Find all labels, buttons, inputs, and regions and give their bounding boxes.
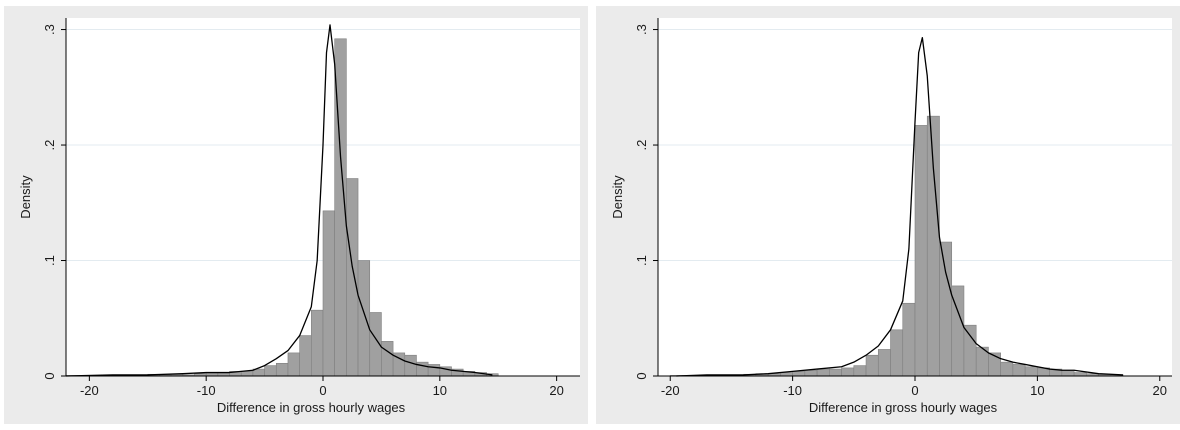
x-tick-label: 0	[319, 383, 326, 398]
histogram-panel-right: 0 .1 .2 .3 -20 -10 0 10 20 Difference in gross ho…	[596, 6, 1180, 424]
y-axis-title: Density	[610, 175, 625, 219]
histogram-bar	[1024, 366, 1038, 377]
x-tick-label: -20	[80, 383, 99, 398]
histogram-bar	[381, 341, 394, 377]
histogram-bar	[1012, 364, 1026, 377]
y-tick-label: .1	[42, 255, 57, 266]
histogram-bar	[792, 371, 806, 377]
x-tick-label: 20	[549, 383, 563, 398]
x-tick-label: 10	[1030, 383, 1044, 398]
density-line	[65, 24, 493, 377]
x-tick-label: 20	[1153, 383, 1167, 398]
histogram-bar	[865, 354, 879, 377]
histogram-bar	[780, 372, 793, 377]
histogram-bar	[804, 369, 818, 377]
histogram-bar	[275, 362, 289, 377]
histogram-bar	[404, 354, 417, 377]
x-axis-title: Difference in gross hourly wages	[809, 400, 998, 415]
y-tick-label: .3	[42, 24, 57, 35]
histogram-bar	[1073, 372, 1087, 377]
histogram-bar	[926, 115, 940, 377]
histogram-bar	[287, 352, 300, 377]
x-tick-label: 10	[433, 383, 447, 398]
x-tick-label: -10	[197, 383, 216, 398]
histogram-bar	[346, 178, 359, 377]
y-tick-label: .2	[42, 140, 57, 151]
histogram-bar	[890, 329, 904, 377]
histogram-panel-left: 0 .1 .2 .3 -20 -10 0 10 20 Difference in gross ho…	[4, 6, 588, 424]
x-tick-label: -10	[783, 383, 802, 398]
y-tick-label: 0	[42, 372, 57, 379]
y-tick-label: .3	[634, 24, 649, 35]
histogram-bar	[829, 368, 842, 377]
histogram-chart-left: 0 .1 .2 .3 -20 -10 0 10 20 Difference in gross ho…	[4, 6, 588, 424]
histogram-bar	[902, 302, 916, 377]
y-axis-title: Density	[18, 175, 33, 219]
x-tick-label: -20	[661, 383, 680, 398]
histogram-bar	[299, 335, 312, 377]
density-line	[676, 36, 1124, 377]
histogram-chart-right: 0 .1 .2 .3 -20 -10 0 10 20 Difference in gross ho…	[596, 6, 1180, 424]
histogram-bar	[311, 309, 324, 377]
histogram-bar	[240, 371, 254, 377]
histogram-bar	[939, 241, 953, 377]
histogram-bar	[357, 260, 371, 377]
x-axis-title: Difference in gross hourly wages	[217, 400, 406, 415]
histogram-bar	[877, 349, 891, 377]
histogram-bar	[841, 367, 855, 377]
histogram-bar	[1061, 369, 1075, 377]
y-tick-label: .1	[634, 255, 649, 266]
histogram-bar	[1000, 361, 1014, 377]
histogram-bar	[914, 125, 928, 377]
x-tick-label: 0	[911, 383, 918, 398]
histogram-bar	[816, 368, 830, 377]
histogram-bar	[427, 364, 441, 377]
histogram-bar	[264, 365, 277, 377]
histogram-bar	[963, 324, 977, 377]
histogram-bar	[853, 365, 867, 377]
y-tick-label: .2	[634, 140, 649, 151]
histogram-bar	[322, 210, 335, 377]
y-tick-label: 0	[634, 372, 649, 379]
